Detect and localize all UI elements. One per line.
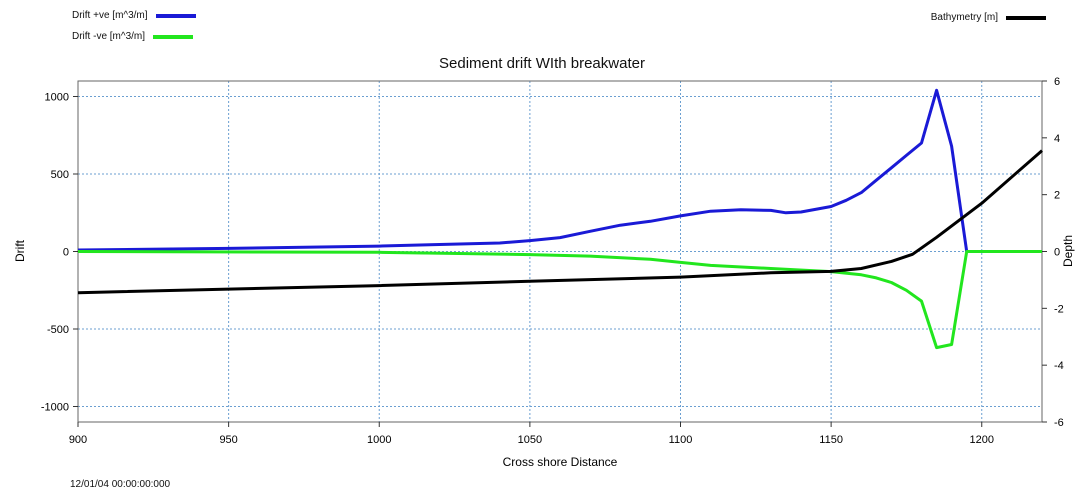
- x-tick-label: 950: [219, 434, 237, 446]
- legend-swatch-bathymetry: [1006, 15, 1046, 20]
- chart-svg: 900 950 1000 1050 1100 1150 1200 1000 500 0 -500 -1…: [13, 76, 1075, 469]
- legend-label-bathymetry: Bathymetry [m]: [930, 12, 998, 23]
- y-tick-label: 0: [63, 247, 69, 259]
- legend-item-drift-negative: Drift -ve [m^3/m]: [72, 31, 194, 42]
- x-axis-label: Cross shore Distance: [503, 455, 618, 469]
- y2-tick-label: -4: [1054, 360, 1064, 372]
- series-line-drift-negative: [77, 250, 1042, 350]
- series-line-bathymetry: [77, 149, 1043, 295]
- legend-swatch-drift-positive: [155, 13, 196, 18]
- y-tick-label: 1000: [45, 92, 69, 104]
- y-tick-label: 500: [51, 169, 69, 181]
- legend-item-bathymetry: Bathymetry [m]: [931, 12, 1046, 23]
- y-axis-label: Drift: [13, 239, 27, 262]
- y2-tick-label: 0: [1054, 247, 1060, 259]
- x-tick-label: 1100: [669, 434, 693, 446]
- series-line-drift-positive: [77, 88, 969, 252]
- chart-title: Sediment drift WIth breakwater: [439, 55, 645, 72]
- series-lines: [77, 88, 1043, 350]
- legend-item-drift-positive: Drift +ve [m^3/m]: [72, 10, 196, 21]
- timestamp: 12/01/04 00:00:00:000: [70, 479, 171, 490]
- y-tick-label: -1000: [41, 402, 69, 414]
- y-tick-label: -500: [47, 324, 69, 336]
- x-tick-label: 1050: [518, 434, 542, 446]
- y2-tick-label: -2: [1054, 303, 1064, 315]
- y2-tick-label: 2: [1054, 190, 1060, 202]
- y2-tick-label: 6: [1054, 76, 1060, 88]
- y2-tick-label: -6: [1054, 417, 1064, 429]
- x-tick-label: 1150: [819, 434, 843, 446]
- legend-label-drift-positive: Drift +ve [m^3/m]: [72, 10, 148, 21]
- tick-marks: 900 950 1000 1050 1100 1150 1200 1000 500 0 -500 -1…: [41, 76, 1064, 446]
- y2-tick-label: 4: [1054, 133, 1060, 145]
- x-tick-label: 1200: [970, 434, 994, 446]
- legend-label-drift-negative: Drift -ve [m^3/m]: [72, 31, 146, 42]
- y2-axis-label: Depth: [1061, 235, 1075, 267]
- x-tick-label: 900: [69, 434, 87, 446]
- legend-swatch-drift-negative: [153, 34, 194, 39]
- x-tick-label: 1000: [367, 434, 391, 446]
